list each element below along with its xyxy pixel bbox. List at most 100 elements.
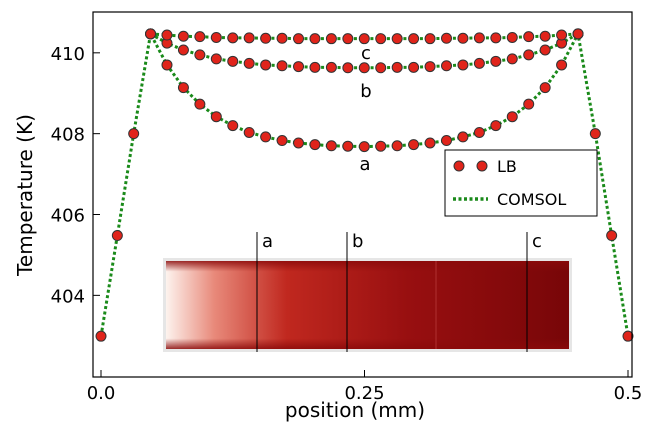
lb-point xyxy=(309,61,321,73)
x-tick-label: 0.25 xyxy=(344,383,384,404)
lb-point xyxy=(227,120,239,132)
lb-point xyxy=(375,62,387,74)
lb-point xyxy=(375,33,387,45)
lb-point xyxy=(342,140,354,152)
lb-point xyxy=(539,30,551,42)
lb-point xyxy=(490,55,502,67)
lb-point xyxy=(408,33,420,45)
section-label: b xyxy=(352,231,363,252)
lb-point xyxy=(210,53,222,65)
lb-point xyxy=(556,29,568,41)
lb-point xyxy=(276,135,288,147)
lb-point xyxy=(457,32,469,44)
lb-point xyxy=(358,62,370,74)
lb-point xyxy=(358,141,370,153)
lb-point xyxy=(391,61,403,73)
lb-point xyxy=(473,126,485,138)
section-label: a xyxy=(262,231,273,252)
y-tick-label: 408 xyxy=(51,125,85,146)
lb-point xyxy=(391,33,403,45)
legend-marker xyxy=(476,160,488,172)
lb-point xyxy=(358,33,370,45)
curve-label: a xyxy=(359,154,370,175)
lb-point xyxy=(375,140,387,152)
lb-point xyxy=(408,61,420,73)
lb-point xyxy=(243,126,255,138)
x-axis-label: position (mm) xyxy=(285,398,425,422)
comsol-line xyxy=(99,29,630,337)
lb-point xyxy=(325,61,337,73)
lb-point xyxy=(424,137,436,149)
y-tick-label: 404 xyxy=(51,286,85,307)
lb-point xyxy=(539,44,551,56)
legend-box xyxy=(444,149,598,217)
lb-point xyxy=(556,59,568,71)
lb-point xyxy=(227,32,239,44)
lb-point xyxy=(325,33,337,45)
lb-point xyxy=(243,57,255,69)
lb-point xyxy=(506,31,518,43)
lb-point xyxy=(457,131,469,143)
lb-point xyxy=(260,131,272,143)
inset-heatmap: a b c xyxy=(163,231,572,352)
lb-point xyxy=(293,137,305,149)
lb-point xyxy=(441,32,453,44)
lb-point xyxy=(572,28,584,40)
lb-point xyxy=(161,59,173,71)
lb-point xyxy=(523,98,535,110)
lb-point xyxy=(243,32,255,44)
lb-point xyxy=(194,98,206,110)
lb-point xyxy=(539,82,551,94)
lb-point xyxy=(177,82,189,94)
lb-point xyxy=(145,28,157,40)
lb-point xyxy=(457,59,469,71)
lb-point xyxy=(177,44,189,56)
lb-point xyxy=(260,32,272,44)
lb-point xyxy=(95,330,107,342)
lb-point xyxy=(194,49,206,61)
lb-point xyxy=(408,139,420,151)
curve-label: c xyxy=(361,43,371,64)
lb-point xyxy=(523,31,535,43)
legend-marker xyxy=(453,160,465,172)
lb-point xyxy=(325,140,337,152)
lb-point xyxy=(293,61,305,73)
y-axis-label: Temperature (K) xyxy=(13,114,37,277)
x-tick-label: 0.5 xyxy=(614,383,643,404)
lb-point xyxy=(441,135,453,147)
y-tick-label: 406 xyxy=(51,206,85,227)
lb-point xyxy=(622,330,634,342)
lb-point xyxy=(227,55,239,67)
lb-point xyxy=(309,139,321,151)
lb-point xyxy=(111,230,123,242)
lb-point xyxy=(473,32,485,44)
lb-point xyxy=(210,111,222,123)
lb-point xyxy=(260,59,272,71)
x-tick-label: 0.0 xyxy=(87,383,116,404)
lb-point xyxy=(589,128,601,140)
legend-label: LB xyxy=(497,157,517,176)
inset-wall-shade xyxy=(166,261,569,349)
legend-label: COMSOL xyxy=(497,190,566,209)
lb-point xyxy=(342,33,354,45)
lb-point xyxy=(441,60,453,72)
plot-frame xyxy=(92,11,633,378)
section-label: c xyxy=(532,231,542,252)
lb-point xyxy=(506,53,518,65)
lb-point xyxy=(490,32,502,44)
lb-point xyxy=(161,29,173,41)
lb-point xyxy=(606,230,618,242)
lb-point xyxy=(128,128,140,140)
lb-point xyxy=(293,33,305,45)
lb-point xyxy=(210,31,222,43)
lb-point xyxy=(523,49,535,61)
lb-point xyxy=(276,32,288,44)
lb-point xyxy=(391,140,403,152)
lb-point xyxy=(473,57,485,69)
lb-point xyxy=(490,120,502,132)
lb-point xyxy=(342,62,354,74)
lb-point xyxy=(276,60,288,72)
lb-point xyxy=(424,61,436,73)
